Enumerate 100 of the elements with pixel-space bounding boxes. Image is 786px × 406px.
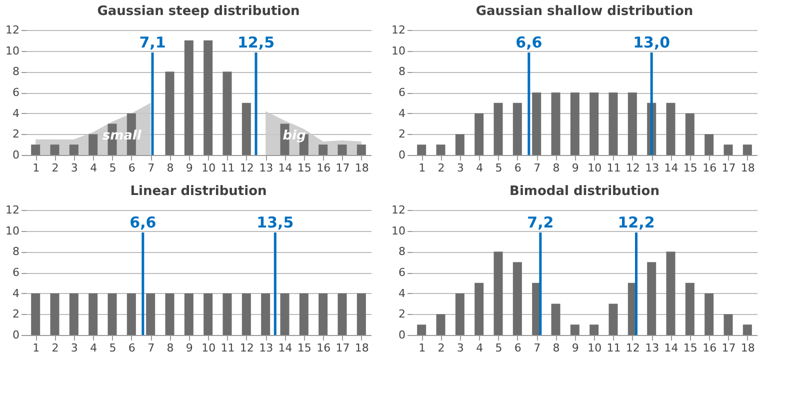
x-tick-label: 3 (70, 162, 78, 174)
bar (742, 324, 752, 335)
bar (724, 144, 733, 155)
y-tick-label: 4 (12, 286, 20, 300)
x-tick-label: 3 (456, 342, 464, 354)
x-tick-label: 2 (438, 342, 445, 354)
x-tick-label: 10 (202, 342, 216, 354)
bar (704, 293, 714, 335)
x-tick-label: 4 (90, 162, 98, 174)
x-tick-label: 5 (495, 162, 502, 174)
bar (608, 92, 618, 155)
bar (724, 314, 733, 335)
x-tick-label: 14 (278, 342, 292, 354)
x-tick-label: 15 (683, 342, 698, 354)
y-tick-label: 12 (6, 204, 20, 216)
x-tick-label: 4 (476, 162, 484, 174)
x-tick-label: 15 (297, 162, 312, 174)
bar (184, 40, 194, 155)
y-tick-label: 12 (392, 204, 406, 216)
x-tick-label: 11 (606, 342, 621, 354)
x-tick-label: 5 (109, 162, 116, 174)
x-tick-label: 11 (220, 162, 235, 174)
bar (570, 92, 580, 155)
bar (356, 144, 366, 155)
ref-line-label: 13,0 (633, 34, 670, 52)
bar (318, 144, 328, 155)
x-tick-label: 1 (32, 162, 40, 174)
y-tick-label: 6 (12, 86, 20, 99)
bar (551, 92, 560, 155)
chart-title: Linear distribution (130, 184, 267, 199)
x-tick-label: 16 (316, 342, 331, 354)
y-tick-label: 2 (398, 128, 406, 141)
bar (50, 144, 60, 155)
x-tick-label: 8 (552, 342, 560, 354)
bar (666, 252, 676, 335)
y-tick-label: 8 (398, 245, 406, 258)
x-tick-label: 8 (166, 342, 174, 354)
bar (494, 252, 503, 335)
y-tick-label: 6 (398, 86, 406, 99)
chart-title: Bimodal distribution (510, 184, 660, 199)
y-tick-label: 2 (12, 308, 20, 321)
ref-line-label: 12,2 (618, 214, 655, 232)
x-tick-label: 11 (606, 162, 621, 174)
x-tick-label: 16 (702, 162, 717, 174)
y-tick-label: 2 (398, 308, 406, 321)
ref-line-label: 6,6 (130, 214, 156, 232)
y-tick-label: 6 (12, 266, 20, 279)
x-tick-label: 9 (186, 162, 193, 174)
x-tick-label: 6 (514, 342, 522, 354)
bar (532, 92, 542, 155)
x-tick-label: 3 (456, 162, 464, 174)
bar (590, 92, 599, 155)
bar (608, 304, 618, 335)
y-tick-label: 0 (398, 148, 406, 162)
x-tick-label: 1 (418, 162, 426, 174)
y-tick-label: 10 (392, 224, 406, 238)
x-tick-label: 7 (534, 162, 541, 174)
x-tick-label: 12 (240, 162, 254, 174)
chart-title: Gaussian steep distribution (97, 4, 300, 19)
bar (666, 102, 676, 155)
y-tick-label: 12 (6, 24, 20, 36)
x-tick-label: 5 (109, 342, 116, 354)
x-tick-label: 10 (202, 162, 216, 174)
x-tick-label: 14 (664, 162, 678, 174)
x-tick-label: 6 (128, 342, 136, 354)
y-tick-label: 4 (398, 286, 406, 300)
y-tick-label: 8 (12, 65, 20, 78)
x-tick-label: 16 (316, 162, 331, 174)
bar (551, 304, 560, 335)
y-tick-label: 4 (12, 106, 20, 120)
bar (222, 72, 232, 155)
bar (570, 324, 580, 335)
x-tick-label: 18 (740, 342, 755, 354)
bar (455, 134, 464, 155)
y-tick-label: 0 (12, 328, 20, 342)
x-tick-label: 17 (722, 342, 736, 354)
x-tick-label: 12 (240, 342, 254, 354)
x-tick-label: 4 (476, 342, 484, 354)
bar (204, 40, 213, 155)
x-tick-label: 14 (278, 162, 292, 174)
bar (165, 72, 174, 155)
x-tick-label: 12 (626, 162, 640, 174)
bar (512, 262, 522, 335)
y-tick-label: 10 (392, 44, 406, 58)
x-tick-label: 2 (52, 342, 59, 354)
x-tick-label: 18 (354, 162, 369, 174)
bar (88, 134, 98, 155)
x-tick-label: 1 (32, 342, 40, 354)
bar (474, 113, 484, 155)
bar (590, 324, 599, 335)
x-tick-label: 13 (645, 162, 660, 174)
bar (704, 134, 714, 155)
x-tick-label: 13 (259, 342, 274, 354)
chart-title: Gaussian shallow distribution (476, 4, 694, 19)
bar (69, 144, 78, 155)
x-tick-label: 4 (90, 342, 98, 354)
x-tick-label: 8 (166, 162, 174, 174)
x-tick-label: 3 (70, 342, 78, 354)
ref-line-label: 12,5 (237, 34, 275, 52)
x-tick-label: 17 (336, 162, 350, 174)
